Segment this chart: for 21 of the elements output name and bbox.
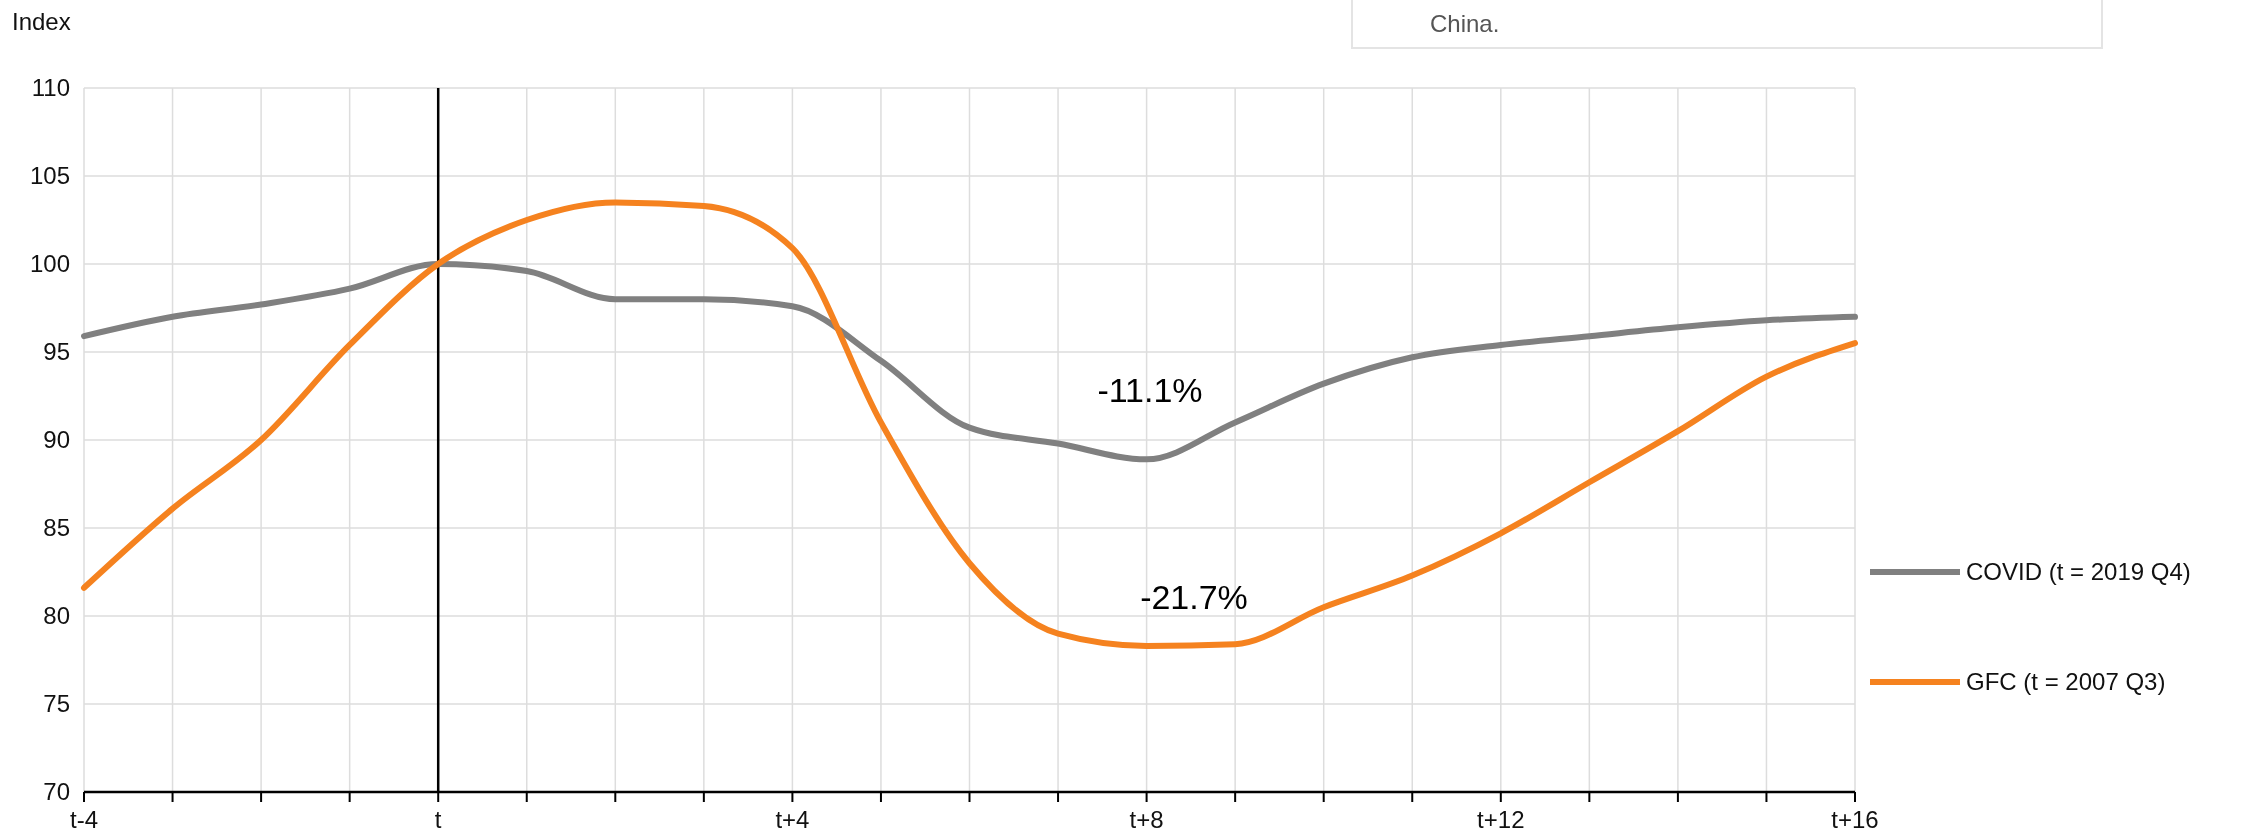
y-tick-label: 75 [43, 690, 70, 718]
y-tick-label: 85 [43, 514, 70, 542]
x-tick-label: t+8 [1129, 806, 1164, 833]
legend-label: GFC (t = 2007 Q3) [1966, 668, 2166, 696]
annotation: -11.1% [1097, 370, 1203, 409]
y-tick-label: 70 [43, 778, 70, 806]
x-tick-label: t-4 [69, 806, 99, 833]
y-tick-label: 90 [43, 426, 70, 454]
y-tick-label: 95 [43, 338, 70, 366]
y-tick-label: 100 [29, 250, 70, 278]
y-tick-label: 105 [29, 162, 70, 190]
x-tick-label: t+16 [1831, 806, 1879, 833]
legend-label: COVID (t = 2019 Q4) [1966, 558, 2191, 586]
text: China. [1430, 10, 1500, 38]
x-tick-label: t [434, 806, 442, 833]
y-tick-label: 80 [43, 602, 70, 630]
x-tick-label: t+12 [1477, 806, 1525, 833]
y-tick-label: 110 [31, 74, 70, 102]
x-tick-label: t+4 [775, 806, 810, 833]
y-axis-title: Index [12, 8, 71, 35]
annotation: -21.7% [1140, 577, 1248, 616]
